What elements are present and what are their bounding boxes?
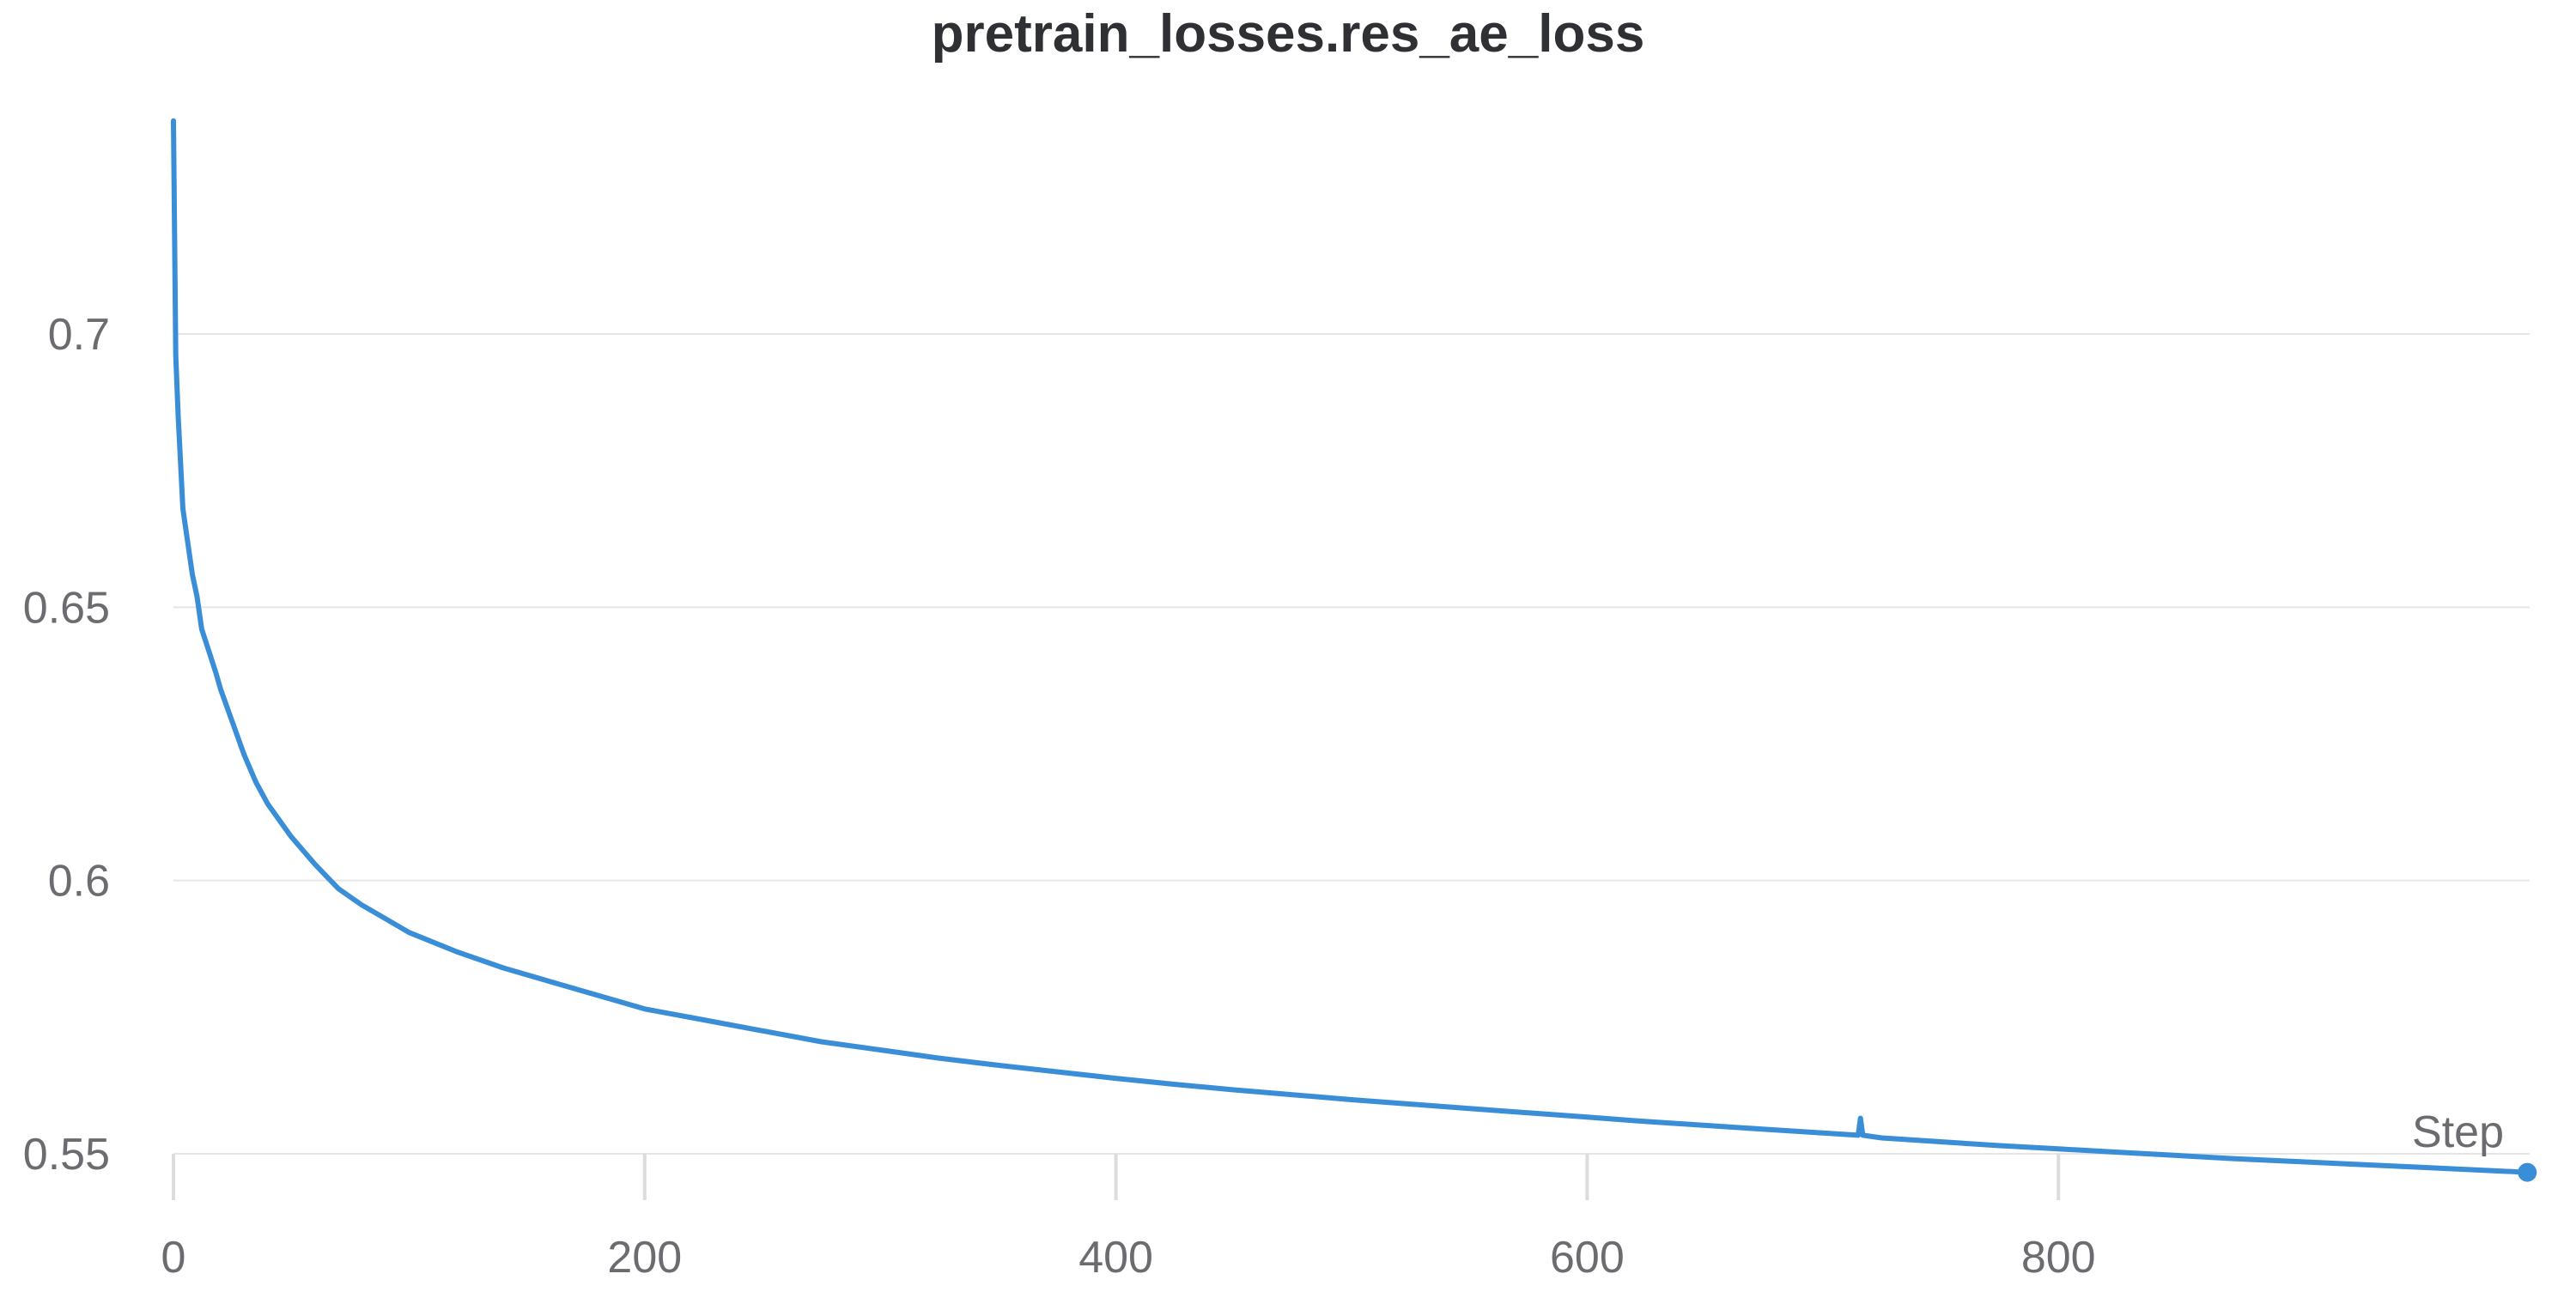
x-axis-label: Step [2412,1107,2504,1157]
chart-title: pretrain_losses.res_ae_loss [931,4,1645,64]
series-line [171,118,2530,1175]
x-tick-label: 400 [1078,1233,1153,1283]
x-tick-label: 0 [161,1233,186,1283]
x-tick-label: 200 [607,1233,682,1283]
y-tick-label: 0.65 [23,583,110,633]
y-tick-label: 0.55 [23,1130,110,1180]
y-tick-label: 0.7 [48,310,110,360]
x-tick-label: 600 [1550,1233,1625,1283]
y-tick-label: 0.6 [48,857,110,907]
x-tick-label: 800 [2021,1233,2096,1283]
series-end-point [2518,1162,2537,1182]
